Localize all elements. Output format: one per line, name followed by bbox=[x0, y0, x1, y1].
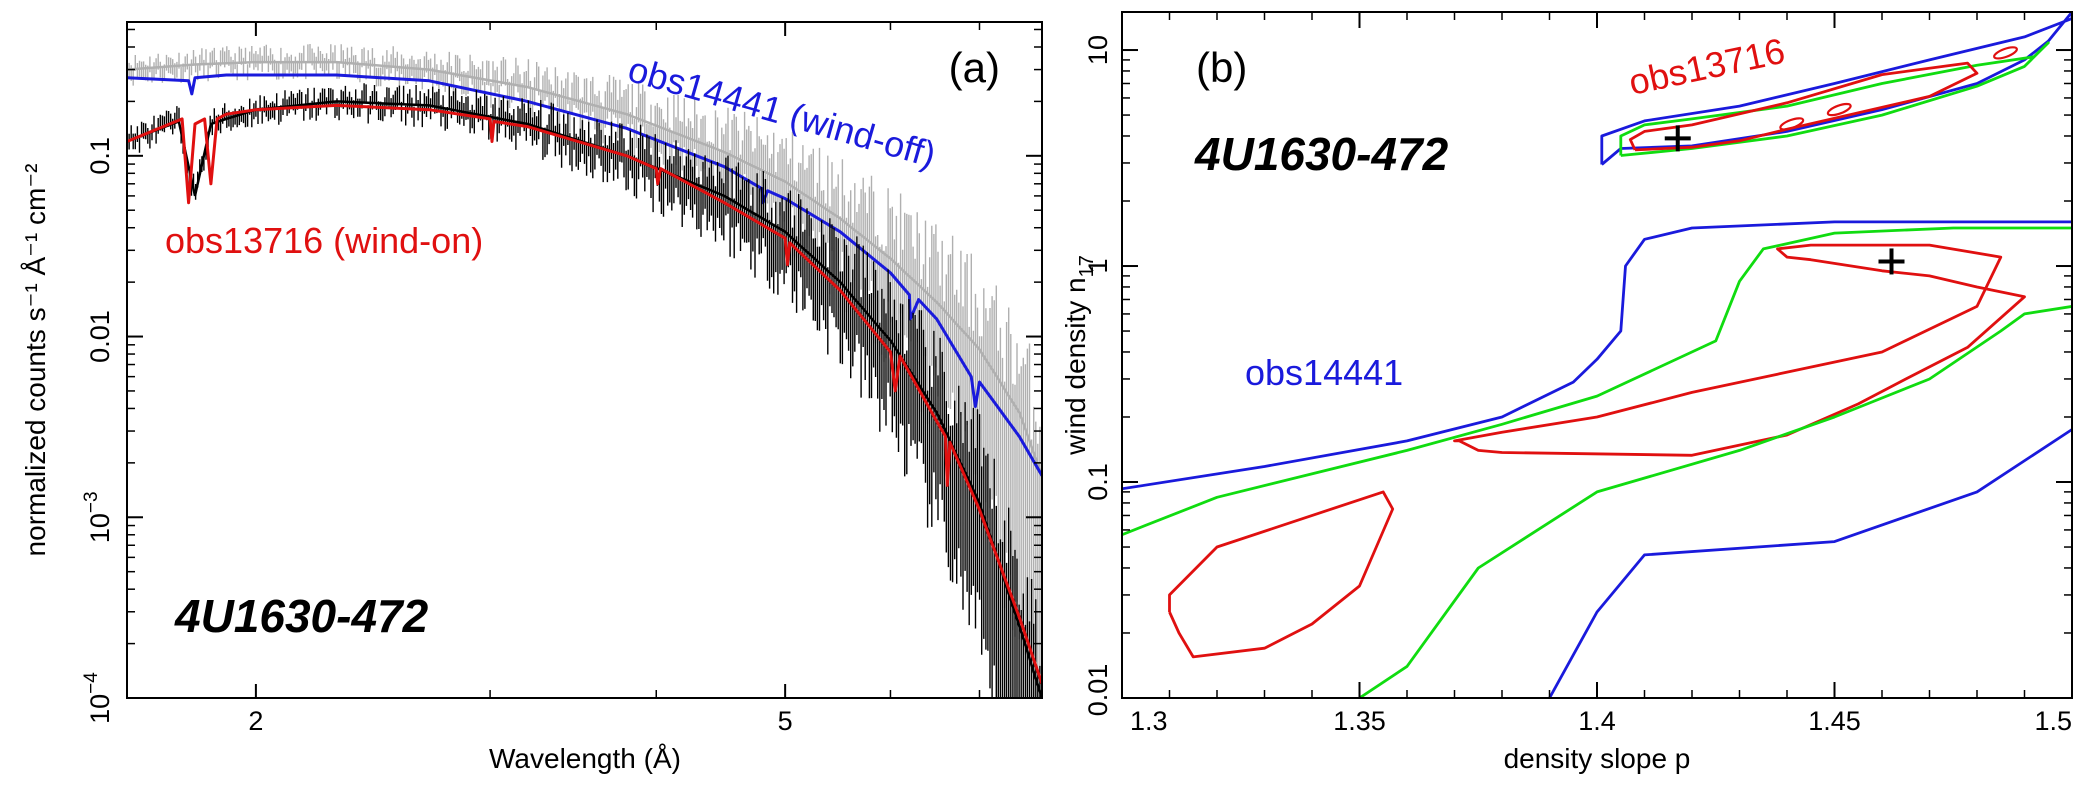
a-ytick-label-1: 0.01 bbox=[85, 310, 115, 363]
b-xtick-label-0: 1.3 bbox=[1130, 706, 1168, 736]
best-fit-marker-obs13716 bbox=[1664, 125, 1691, 152]
model-obs13716-wind-on bbox=[127, 103, 1042, 685]
a-ytick-label-0: 0.1 bbox=[85, 137, 115, 175]
contour-obs14441-7 bbox=[1358, 305, 2072, 698]
b-ytick-label-3: 0.01 bbox=[1083, 664, 1113, 717]
b-xtick-label-3: 1.45 bbox=[1808, 706, 1861, 736]
a-ytick-label-exp-2: −3 bbox=[81, 491, 102, 513]
b-xtick-label-1: 1.35 bbox=[1333, 706, 1386, 736]
panel-a-source-label: 4U1630-472 bbox=[174, 590, 429, 642]
a-ytick-label-exp-3: −4 bbox=[81, 672, 102, 694]
panel-a-xlabel: Wavelength (Å) bbox=[489, 743, 681, 774]
contour-obs13716-island-1 bbox=[1779, 117, 1805, 131]
panel-b-label: (b) bbox=[1196, 44, 1247, 91]
datatrace-obs14441-data bbox=[127, 60, 1042, 477]
annotation-obs14441: obs14441 bbox=[1245, 352, 1403, 393]
panel-b-xlabel: density slope p bbox=[1504, 743, 1691, 774]
contour-obs14441-5 bbox=[1453, 243, 2026, 457]
panel-a-label: (a) bbox=[949, 44, 1000, 91]
a-ytick-label-base-2: 10 bbox=[85, 513, 115, 543]
a-ytick-label-base-1: 0.01 bbox=[85, 310, 115, 363]
series-obs14441-data bbox=[127, 44, 1042, 698]
panel-b-ylabel: wind density n17 bbox=[1060, 255, 1098, 456]
panel-a-series bbox=[127, 44, 1042, 698]
a-ytick-label-base-0: 0.1 bbox=[85, 137, 115, 175]
contour-obs13716-1 bbox=[1619, 41, 2050, 157]
contour-obs14441-8 bbox=[1548, 428, 2072, 698]
panel-b: 1.3 1.35 1.4 1.45 1.5 10 1 0.1 0.01 (b) 4U1630-4… bbox=[1060, 11, 2073, 774]
b-xtick-label-2: 1.4 bbox=[1578, 706, 1616, 736]
panel-b-ticks: 1.3 1.35 1.4 1.45 1.5 10 1 0.1 0.01 bbox=[1083, 12, 2073, 736]
panel-b-source-label: 4U1630-472 bbox=[1194, 128, 1449, 180]
best-fit-marker-obs14441 bbox=[1878, 248, 1905, 275]
b-ytick-label-2: 0.1 bbox=[1083, 463, 1113, 501]
b-ytick-label-0: 10 bbox=[1083, 35, 1113, 65]
b-ytick-label-1: 1 bbox=[1083, 259, 1113, 274]
a-ytick-label-3: 10−4 bbox=[81, 672, 115, 724]
annotation-obs13716-wind-on: obs13716 (wind-on) bbox=[165, 220, 483, 261]
contour-obs13716-island-0 bbox=[1826, 102, 1852, 117]
panel-b-contours bbox=[1122, 12, 2072, 698]
contour-obs14441-3 bbox=[1122, 220, 2072, 491]
contour-obs13716-island-2 bbox=[1993, 46, 2018, 60]
a-xtick-label-0: 2 bbox=[248, 706, 263, 736]
a-xtick-label-1: 5 bbox=[778, 706, 793, 736]
panel-b-ylabel-main: wind density n bbox=[1060, 277, 1091, 455]
errorbars-obs14441-data bbox=[127, 44, 1042, 698]
panel-a-ylabel: normalized counts s⁻¹ Å⁻¹ cm⁻² bbox=[20, 164, 51, 557]
a-ytick-label-base-3: 10 bbox=[85, 694, 115, 724]
a-ytick-label-2: 10−3 bbox=[81, 491, 115, 543]
errorbars-obs13716-data bbox=[127, 83, 1042, 698]
contour-obs14441-6 bbox=[1168, 490, 1395, 659]
panel-b-ylabel-subscript: 17 bbox=[1076, 255, 1098, 277]
series-obs13716-data bbox=[127, 83, 1042, 698]
contour-obs14441-4 bbox=[1122, 226, 2072, 537]
annotation-obs13716: obs13716 bbox=[1625, 30, 1788, 103]
b-xtick-label-4: 1.5 bbox=[2034, 706, 2072, 736]
contour-obs13716-2 bbox=[1628, 61, 1979, 152]
panel-a-frame bbox=[126, 21, 1043, 699]
